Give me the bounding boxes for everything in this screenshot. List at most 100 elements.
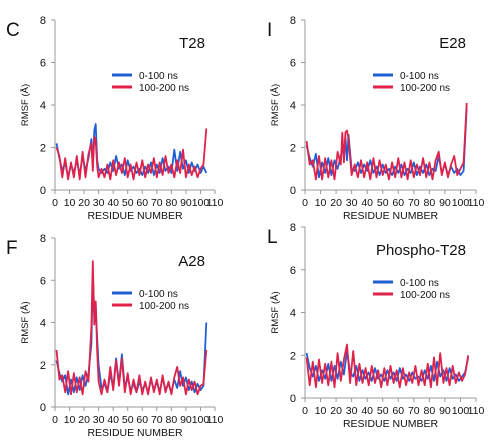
y-tick-label: 2 bbox=[40, 360, 46, 372]
y-tick-label: 6 bbox=[40, 275, 46, 287]
x-axis-label: RESIDUE NUMBER bbox=[343, 210, 439, 222]
x-tick-label: 90 bbox=[180, 414, 192, 426]
x-tick-label: 50 bbox=[122, 197, 134, 209]
x-tick-label: 80 bbox=[166, 414, 178, 426]
series-line-blue bbox=[305, 350, 470, 382]
panel-title: T28 bbox=[179, 35, 205, 52]
y-tick-label: 6 bbox=[40, 58, 46, 70]
y-axis-label: RMSF (Å) bbox=[270, 291, 281, 333]
y-tick-label: 8 bbox=[40, 15, 46, 27]
x-tick-label: 40 bbox=[107, 414, 119, 426]
x-tick-label: 30 bbox=[346, 197, 358, 209]
x-tick-label: 10 bbox=[64, 197, 76, 209]
y-tick-label: 0 bbox=[290, 393, 296, 405]
x-tick-label: 60 bbox=[392, 405, 404, 417]
x-axis-label: RESIDUE NUMBER bbox=[343, 418, 439, 430]
x-tick-label: 30 bbox=[93, 414, 105, 426]
x-tick-label: 40 bbox=[361, 197, 373, 209]
x-tick-label: 100 bbox=[192, 414, 210, 426]
series-line-red bbox=[55, 260, 208, 396]
x-tick-label: 0 bbox=[52, 414, 58, 426]
y-tick-label: 6 bbox=[290, 265, 296, 277]
x-tick-label: 70 bbox=[408, 197, 420, 209]
x-axis-label: RESIDUE NUMBER bbox=[87, 427, 183, 439]
series-line-red bbox=[305, 343, 470, 389]
legend-label: 0-100 ns bbox=[400, 71, 439, 82]
y-axis-label: RMSF (Å) bbox=[20, 84, 31, 126]
y-tick-label: 4 bbox=[290, 308, 296, 320]
panel-letter: C bbox=[6, 20, 20, 41]
x-tick-label: 30 bbox=[93, 197, 105, 209]
legend-label: 0-100 ns bbox=[139, 289, 178, 300]
y-tick-label: 2 bbox=[40, 143, 46, 155]
x-tick-label: 0 bbox=[302, 405, 308, 417]
x-tick-label: 20 bbox=[330, 405, 342, 417]
x-tick-label: 40 bbox=[107, 197, 119, 209]
panel-title: A28 bbox=[178, 253, 205, 270]
panel-letter: I bbox=[267, 20, 272, 41]
x-tick-label: 100 bbox=[452, 405, 470, 417]
x-tick-label: 70 bbox=[408, 405, 420, 417]
x-tick-label: 80 bbox=[166, 197, 178, 209]
y-tick-label: 8 bbox=[290, 15, 296, 27]
x-tick-label: 10 bbox=[315, 405, 327, 417]
y-tick-label: 0 bbox=[40, 402, 46, 414]
x-tick-label: 20 bbox=[330, 197, 342, 209]
x-tick-label: 50 bbox=[377, 405, 389, 417]
panel-title: Phospho-T28 bbox=[376, 242, 466, 259]
legend-label: 100-200 ns bbox=[139, 301, 189, 312]
x-tick-label: 60 bbox=[136, 414, 148, 426]
series-line-red bbox=[305, 102, 468, 181]
y-tick-label: 4 bbox=[40, 318, 46, 330]
x-tick-label: 90 bbox=[180, 197, 192, 209]
x-tick-label: 110 bbox=[207, 197, 224, 209]
series-line-red bbox=[55, 128, 208, 181]
x-tick-label: 30 bbox=[346, 405, 358, 417]
y-tick-label: 8 bbox=[290, 222, 296, 234]
y-tick-label: 6 bbox=[290, 58, 296, 70]
panel-title: E28 bbox=[439, 35, 466, 52]
x-tick-label: 0 bbox=[302, 197, 308, 209]
y-tick-label: 8 bbox=[40, 233, 46, 245]
x-tick-label: 100 bbox=[192, 197, 210, 209]
x-tick-label: 20 bbox=[78, 414, 90, 426]
x-tick-label: 10 bbox=[64, 414, 76, 426]
legend-label: 100-200 ns bbox=[400, 83, 450, 94]
panel-letter: F bbox=[6, 238, 18, 259]
x-tick-label: 90 bbox=[439, 405, 451, 417]
x-tick-label: 10 bbox=[315, 197, 327, 209]
legend-label: 100-200 ns bbox=[400, 290, 450, 301]
y-tick-label: 4 bbox=[290, 100, 296, 112]
y-tick-label: 0 bbox=[40, 185, 46, 197]
x-tick-label: 100 bbox=[452, 197, 470, 209]
panel-letter: L bbox=[267, 227, 278, 248]
y-axis-label: RMSF (Å) bbox=[270, 84, 281, 126]
legend-label: 0-100 ns bbox=[400, 278, 439, 289]
x-tick-label: 20 bbox=[78, 197, 90, 209]
x-tick-label: 50 bbox=[377, 197, 389, 209]
y-tick-label: 4 bbox=[40, 100, 46, 112]
legend-label: 0-100 ns bbox=[139, 71, 178, 82]
x-tick-label: 50 bbox=[122, 414, 134, 426]
y-axis-label: RMSF (Å) bbox=[20, 301, 31, 343]
legend-label: 100-200 ns bbox=[139, 83, 189, 94]
y-tick-label: 0 bbox=[290, 185, 296, 197]
x-tick-label: 80 bbox=[424, 405, 436, 417]
x-tick-label: 110 bbox=[207, 414, 224, 426]
x-tick-label: 90 bbox=[439, 197, 451, 209]
y-tick-label: 2 bbox=[290, 350, 296, 362]
x-tick-label: 60 bbox=[136, 197, 148, 209]
x-tick-label: 110 bbox=[468, 197, 485, 209]
x-tick-label: 40 bbox=[361, 405, 373, 417]
x-tick-label: 70 bbox=[151, 197, 163, 209]
x-tick-label: 60 bbox=[392, 197, 404, 209]
x-tick-label: 80 bbox=[424, 197, 436, 209]
y-tick-label: 2 bbox=[290, 143, 296, 155]
x-tick-label: 70 bbox=[151, 414, 163, 426]
x-axis-label: RESIDUE NUMBER bbox=[87, 210, 183, 222]
